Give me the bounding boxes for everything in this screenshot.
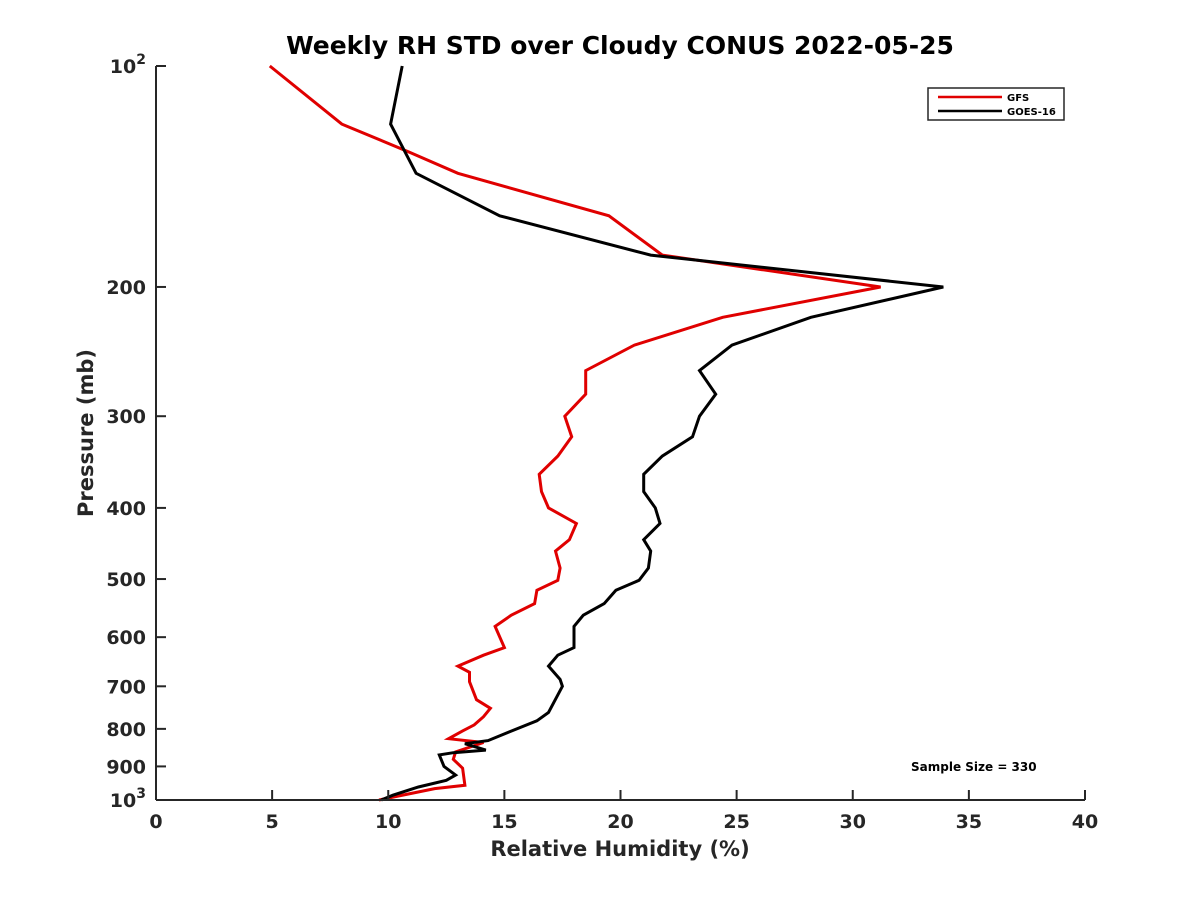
legend-box <box>927 87 1065 121</box>
y-ticks: 102 200 300 400 500 600 700 800 900 103 <box>106 52 166 812</box>
legend-label-goes16: GOES-16 <box>1007 107 1056 118</box>
y-tick-label: 103 <box>110 786 146 812</box>
x-axis-label: Relative Humidity (%) <box>490 837 749 861</box>
x-tick-label: 30 <box>840 811 866 833</box>
x-tick-label: 25 <box>723 811 749 833</box>
series-line-goes16 <box>380 65 944 802</box>
x-tick-label: 15 <box>491 811 517 833</box>
y-tick-label: 600 <box>106 627 146 649</box>
chart-title: Weekly RH STD over Cloudy CONUS 2022-05-… <box>286 31 954 60</box>
legend-label-gfs: GFS <box>1007 93 1029 104</box>
series-layer <box>268 64 944 802</box>
legend: GFS GOES-16 <box>927 87 1065 121</box>
x-tick-label: 35 <box>956 811 982 833</box>
y-tick-label: 500 <box>106 569 146 591</box>
y-tick-label: 300 <box>106 406 146 428</box>
x-ticks: 0 5 10 15 20 25 30 35 40 <box>149 790 1098 833</box>
y-tick-label: 900 <box>106 756 146 778</box>
x-tick-label: 0 <box>149 811 162 833</box>
axes <box>155 66 1085 801</box>
y-axis-label: Pressure (mb) <box>74 349 98 517</box>
y-tick-label: 800 <box>106 719 146 741</box>
y-tick-label: 400 <box>106 498 146 520</box>
series-line-gfs <box>268 64 881 802</box>
x-tick-label: 20 <box>607 811 633 833</box>
sample-size-annotation: Sample Size = 330 <box>911 760 1037 774</box>
y-tick-label: 102 <box>110 52 146 78</box>
x-tick-label: 5 <box>266 811 279 833</box>
y-tick-label: 200 <box>106 277 146 299</box>
y-tick-label: 700 <box>106 676 146 698</box>
x-tick-label: 10 <box>375 811 401 833</box>
x-tick-label: 40 <box>1072 811 1098 833</box>
